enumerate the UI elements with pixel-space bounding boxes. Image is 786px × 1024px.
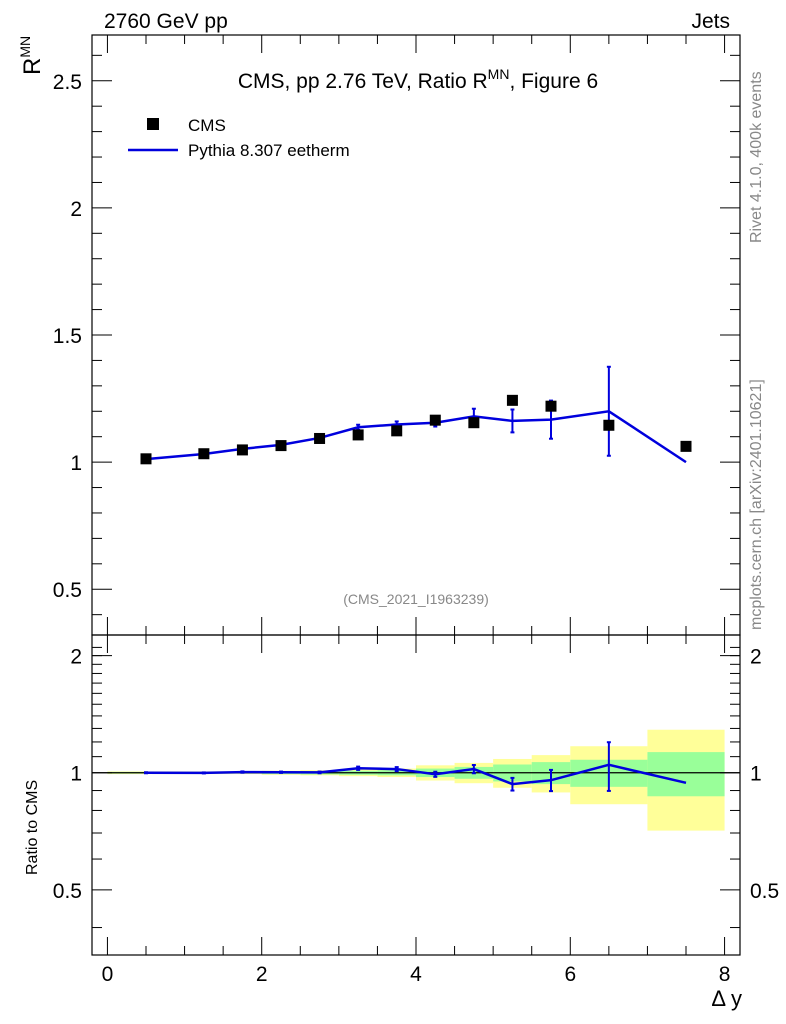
legend-cms-label: CMS (188, 116, 226, 135)
x-tick-label: 4 (410, 963, 422, 986)
main-y-tick-label: 0.5 (53, 579, 82, 602)
cms-data-point (236, 444, 248, 456)
x-axis-label: Δ y (711, 986, 742, 1011)
header-left: 2760 GeV pp (104, 10, 228, 33)
cms-data-point (391, 425, 403, 437)
ratio-axis-ticks: 0.5 0.5 1 1 2 2 0 2 4 6 8 (53, 635, 779, 986)
ratio-y-tick-label-right: 0.5 (750, 880, 779, 903)
cms-data-point (429, 414, 441, 426)
legend-pythia-label: Pythia 8.307 eetherm (188, 141, 350, 160)
x-tick-label: 8 (719, 963, 731, 986)
cms-data-point (680, 440, 692, 452)
x-tick-label: 6 (564, 963, 576, 986)
cms-data-point (275, 440, 287, 452)
cms-data-point (352, 429, 364, 441)
ratio-y-tick-label-right: 2 (750, 646, 762, 669)
chart-title: CMS, pp 2.76 TeV, Ratio RMN, Figure 6 (238, 66, 598, 93)
ratio-y-tick-label: 2 (70, 646, 82, 669)
ratio-y-tick-label: 1 (70, 763, 82, 786)
mcplots-label: mcplots.cern.ch [arXiv:2401.10621] (748, 379, 765, 630)
rivet-label: Rivet 4.1.0, 400k events (748, 71, 765, 243)
main-y-tick-label: 1.5 (53, 325, 82, 348)
cms-data-point (314, 432, 326, 444)
ratio-plot-panel: 0.5 0.5 1 1 2 2 0 2 4 6 8 Ratio to CMS Δ y (24, 634, 779, 1011)
x-tick-label: 2 (256, 963, 268, 986)
ratio-uncertainty-band-inner (647, 752, 725, 797)
main-axis-ticks: 0.5 1 1.5 2 2.5 (53, 35, 740, 635)
main-y-axis-label: RMN (17, 36, 46, 75)
ratio-y-axis-label: Ratio to CMS (24, 780, 41, 875)
main-y-tick-label: 2 (70, 198, 82, 221)
main-y-tick-label: 2.5 (53, 71, 82, 94)
x-tick-label: 0 (102, 963, 114, 986)
pythia-line (145, 409, 687, 464)
cms-data-point (198, 448, 210, 460)
cms-data-point (140, 453, 152, 465)
header-right: Jets (691, 10, 730, 33)
main-y-tick-label: 1 (70, 452, 82, 475)
cms-data-point (545, 400, 557, 412)
cms-data-point (506, 394, 518, 406)
cms-data-point (603, 419, 615, 431)
legend: CMS Pythia 8.307 eetherm (128, 116, 350, 160)
analysis-watermark: (CMS_2021_I1963239) (343, 591, 489, 607)
cms-data-point (468, 417, 480, 429)
legend-cms-marker (147, 118, 159, 130)
main-plot-panel: 0.5 1 1.5 2 2.5 CMS, pp 2.76 TeV, Ratio RMN,… (17, 34, 741, 636)
ratio-y-tick-label-right: 1 (750, 763, 762, 786)
ratio-y-tick-label: 0.5 (53, 880, 82, 903)
